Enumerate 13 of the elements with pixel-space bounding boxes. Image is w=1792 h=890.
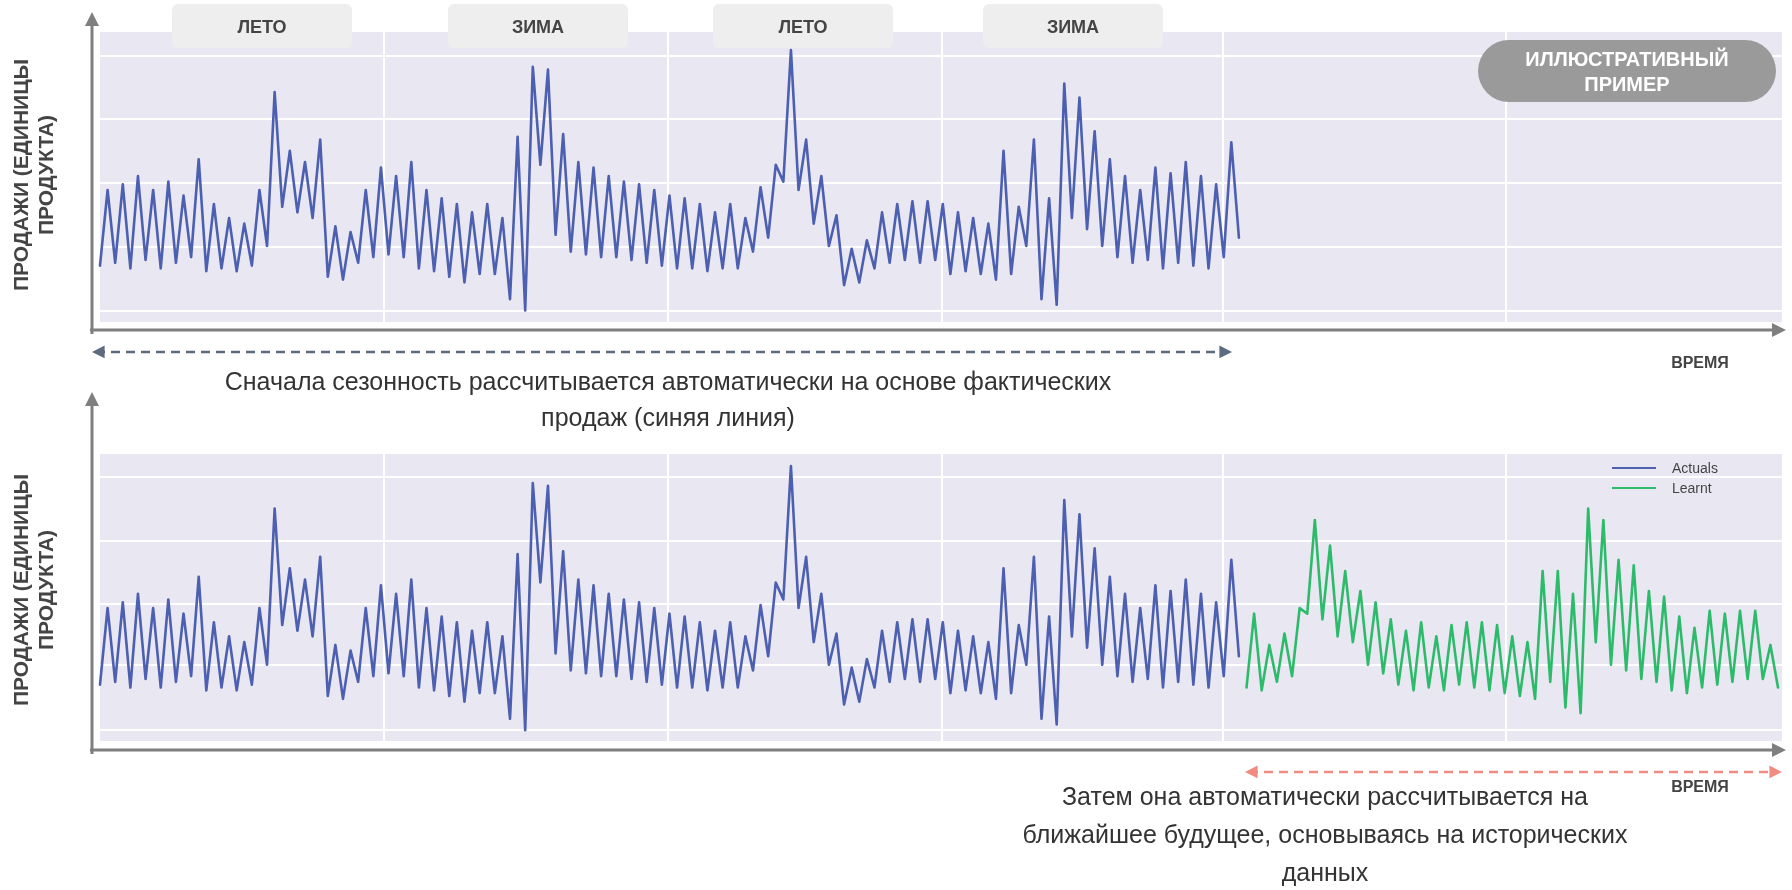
y-axis-title: ПРОДАЖИ (ЕДИНИЦЫ ПРОДУКТА) xyxy=(9,58,57,292)
season-tag: ЗИМА xyxy=(448,4,628,48)
season-tag: ЛЕТО xyxy=(713,4,893,48)
season-tag: ЗИМА xyxy=(983,4,1163,48)
legend-label: Actuals xyxy=(1672,460,1718,476)
text: Затем она автоматически рассчитывается на ближайшее будущее, основываясь на исторических данных xyxy=(1022,782,1628,886)
season-tag: ЛЕТО xyxy=(172,4,352,48)
text: Сначала сезонность рассчитывается автоматически на основе фактических продаж (синяя линия) xyxy=(224,367,1112,431)
annotation: ИЛЛЮСТРАТИВНЫЙ ПРИМЕР xyxy=(1525,47,1729,95)
y-axis-title: ПРОДАЖИ (ЕДИНИЦЫ ПРОДУКТА) xyxy=(9,473,57,707)
x-axis-title: ВРЕМЯ xyxy=(1671,354,1729,371)
legend-label: Learnt xyxy=(1672,480,1712,496)
x-axis-title: ВРЕМЯ xyxy=(1671,778,1729,795)
